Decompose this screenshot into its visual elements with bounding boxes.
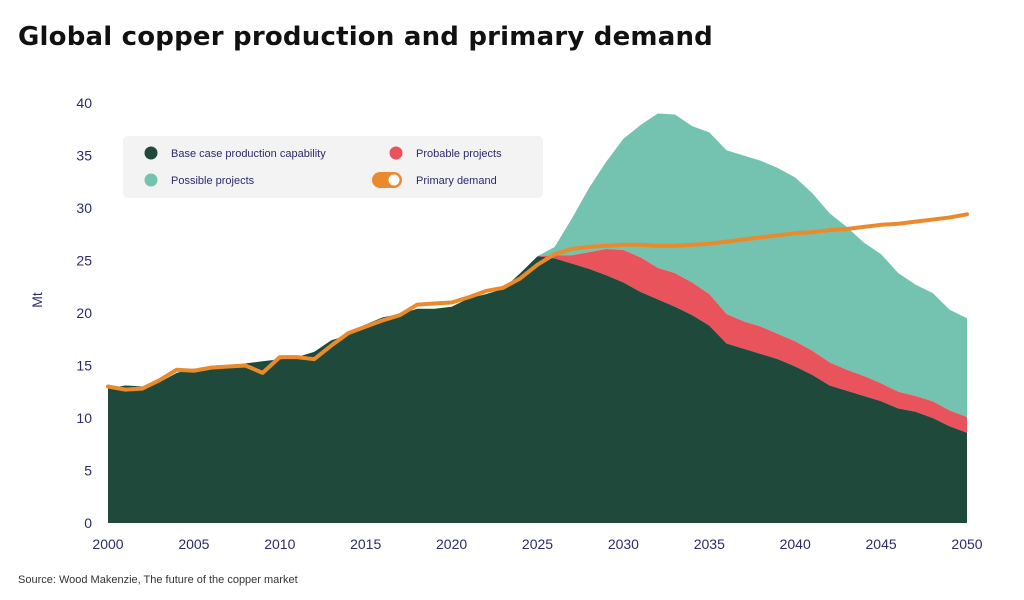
legend-marker-primary-demand bbox=[372, 172, 402, 188]
x-tick-label: 2010 bbox=[264, 536, 295, 552]
area-possible-projects bbox=[108, 113, 967, 417]
chart-title: Global copper production and primary dem… bbox=[18, 22, 713, 52]
area-layer bbox=[108, 113, 967, 523]
line-layer bbox=[106, 212, 969, 392]
y-tick-label: 5 bbox=[84, 463, 92, 479]
legend-marker-base-case-production-capability bbox=[144, 146, 158, 160]
x-tick-label: 2045 bbox=[866, 536, 897, 552]
x-tick-label: 2020 bbox=[436, 536, 467, 552]
y-axis-label: Mt bbox=[29, 292, 45, 308]
source-note: Source: Wood Makenzie, The future of the… bbox=[18, 574, 298, 586]
y-tick-label: 40 bbox=[76, 95, 92, 111]
legend-box bbox=[123, 136, 543, 198]
x-tick-label: 2000 bbox=[92, 536, 123, 552]
legend: Base case production capability Probable … bbox=[123, 136, 543, 198]
legend-marker-possible-projects bbox=[144, 173, 158, 187]
y-tick-label: 10 bbox=[76, 410, 92, 426]
legend-label-possible-projects: Possible projects bbox=[171, 175, 255, 187]
y-tick-label: 30 bbox=[76, 200, 92, 216]
legend-label-probable-projects: Probable projects bbox=[416, 148, 502, 160]
x-tick-label: 2025 bbox=[522, 536, 553, 552]
x-tick-label: 2030 bbox=[608, 536, 639, 552]
legend-marker-probable-projects bbox=[389, 146, 403, 160]
y-tick-label: 20 bbox=[76, 305, 92, 321]
y-tick-label: 35 bbox=[76, 148, 92, 164]
legend-label-primary-demand: Primary demand bbox=[416, 175, 497, 187]
area-base-case-production-capability bbox=[108, 256, 967, 523]
x-tick-label: 2040 bbox=[780, 536, 811, 552]
x-tick-label: 2015 bbox=[350, 536, 381, 552]
x-tick-label: 2005 bbox=[178, 536, 209, 552]
y-tick-label: 25 bbox=[76, 253, 92, 269]
legend-label-base-case-production-capability: Base case production capability bbox=[171, 148, 326, 160]
y-tick-label: 15 bbox=[76, 358, 92, 374]
y-axis-ticks: 0 5 10 15 20 25 30 35 40 bbox=[76, 95, 92, 531]
x-axis-ticks: 2000 2005 2010 2015 2020 2025 2030 2035 2040 2045… bbox=[92, 536, 982, 552]
line-primary-demand bbox=[106, 212, 969, 392]
x-tick-label: 2050 bbox=[951, 536, 982, 552]
y-tick-label: 0 bbox=[84, 515, 92, 531]
x-tick-label: 2035 bbox=[694, 536, 725, 552]
